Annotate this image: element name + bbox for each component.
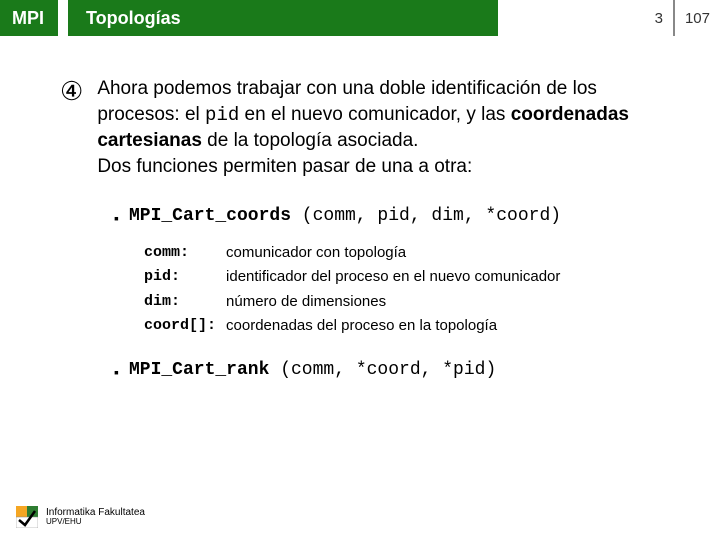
slide-header: MPI Topologías 3 107: [0, 0, 720, 36]
function-1-name: MPI_Cart_coords: [129, 206, 291, 226]
main-paragraph: Ahora podemos trabajar con una doble ide…: [97, 76, 680, 180]
param-row: comm:comunicador con topología: [144, 242, 560, 265]
para-part3: de la topología asociada.: [202, 130, 419, 151]
function-1-signature: MPI_Cart_coords (comm, pid, dim, *coord): [129, 206, 561, 226]
param-desc: comunicador con topología: [226, 242, 560, 265]
function-2-signature: MPI_Cart_rank (comm, *coord, *pid): [129, 360, 496, 380]
circled-number-icon: ④: [60, 76, 83, 107]
param-name: comm:: [144, 242, 224, 265]
function-1-block: ▪ MPI_Cart_coords (comm, pid, dim, *coor…: [114, 206, 680, 340]
header-topic-label: Topologías: [68, 0, 498, 36]
param-desc: identificador del proceso en el nuevo co…: [226, 266, 560, 289]
function-1-row: ▪ MPI_Cart_coords (comm, pid, dim, *coor…: [114, 206, 680, 226]
university-logo-icon: [16, 506, 38, 528]
param-name: coord[]:: [144, 315, 224, 338]
function-2-name: MPI_Cart_rank: [129, 360, 269, 380]
param-desc: número de dimensiones: [226, 291, 560, 314]
page-total: 107: [675, 0, 720, 36]
param-row: coord[]:coordenadas del proceso en la to…: [144, 315, 560, 338]
param-row: pid:identificador del proceso en el nuev…: [144, 266, 560, 289]
param-row: dim:número de dimensiones: [144, 291, 560, 314]
function-1-args: (comm, pid, dim, *coord): [291, 206, 561, 226]
header-spacer: [498, 0, 645, 36]
param-name: pid:: [144, 266, 224, 289]
para-part2: en el nuevo comunicador, y las: [239, 104, 510, 125]
slide-footer: Informatika Fakultatea UPV/EHU: [16, 506, 145, 528]
function-1-params: comm:comunicador con topologíapid:identi…: [142, 240, 562, 340]
para-pid-code: pid: [205, 104, 239, 126]
function-2-block: ▪ MPI_Cart_rank (comm, *coord, *pid): [114, 360, 680, 380]
function-2-row: ▪ MPI_Cart_rank (comm, *coord, *pid): [114, 360, 680, 380]
footer-university: UPV/EHU: [46, 518, 145, 527]
param-name: dim:: [144, 291, 224, 314]
header-divider: [58, 0, 68, 36]
bullet-square-icon: ▪: [114, 210, 119, 226]
bullet-square-icon: ▪: [114, 364, 119, 380]
param-desc: coordenadas del proceso en la topología: [226, 315, 560, 338]
para-line2: Dos funciones permiten pasar de una a ot…: [97, 156, 472, 177]
function-2-args: (comm, *coord, *pid): [269, 360, 496, 380]
header-mpi-label: MPI: [0, 0, 58, 36]
footer-text: Informatika Fakultatea UPV/EHU: [46, 507, 145, 527]
slide-content: ④ Ahora podemos trabajar con una doble i…: [0, 36, 720, 380]
page-number: 3: [645, 0, 673, 36]
main-bullet-row: ④ Ahora podemos trabajar con una doble i…: [60, 76, 680, 180]
